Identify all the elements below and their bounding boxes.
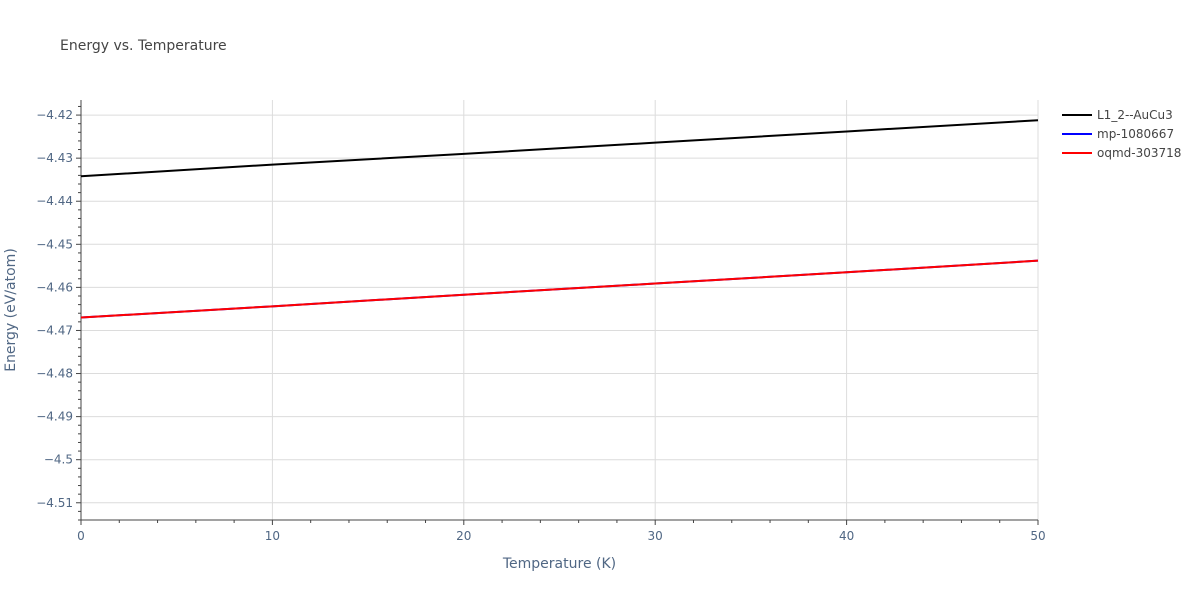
y-tick-label: −4.44 [36, 194, 73, 208]
x-tick-label: 20 [456, 529, 471, 543]
y-tick-label: −4.42 [36, 108, 73, 122]
legend-item[interactable]: mp-1080667 [1062, 127, 1174, 141]
legend-item[interactable]: oqmd-303718 [1062, 146, 1181, 160]
series-layer [80, 119, 1039, 319]
series-line-oqmd-303718[interactable] [80, 259, 1039, 319]
y-tick-label: −4.5 [44, 453, 73, 467]
y-axis-title: Energy (eV/atom) [3, 248, 19, 372]
y-tick-label: −4.43 [36, 151, 73, 165]
y-tick-label: −4.48 [36, 367, 73, 381]
legend-item[interactable]: L1_2--AuCu3 [1062, 108, 1173, 122]
chart-title: Energy vs. Temperature [60, 38, 227, 54]
y-tick-label: −4.46 [36, 280, 73, 294]
y-tick-label: −4.49 [36, 410, 73, 424]
x-tick-label: 50 [1030, 529, 1045, 543]
x-axis-title: Temperature (K) [502, 556, 616, 572]
legend-label: L1_2--AuCu3 [1097, 108, 1173, 122]
x-tick-label: 40 [839, 529, 854, 543]
legend[interactable]: L1_2--AuCu3 mp-1080667 oqmd-303718 [1062, 108, 1181, 160]
x-tick-label: 0 [77, 529, 85, 543]
x-tick-label: 10 [265, 529, 280, 543]
x-tick-label: 30 [648, 529, 663, 543]
legend-label: mp-1080667 [1097, 127, 1174, 141]
axes-layer: 0 10 20 30 40 50 −4.51 −4.5 −4.49 −4.48 −4.47 −4.46… [36, 100, 1046, 543]
y-tick-label: −4.51 [36, 496, 73, 510]
grid-layer [81, 100, 1039, 520]
y-tick-label: −4.47 [36, 323, 73, 337]
series-line-l1-2-aucu3[interactable] [80, 119, 1039, 178]
legend-label: oqmd-303718 [1097, 146, 1181, 160]
y-tick-label: −4.45 [36, 237, 73, 251]
